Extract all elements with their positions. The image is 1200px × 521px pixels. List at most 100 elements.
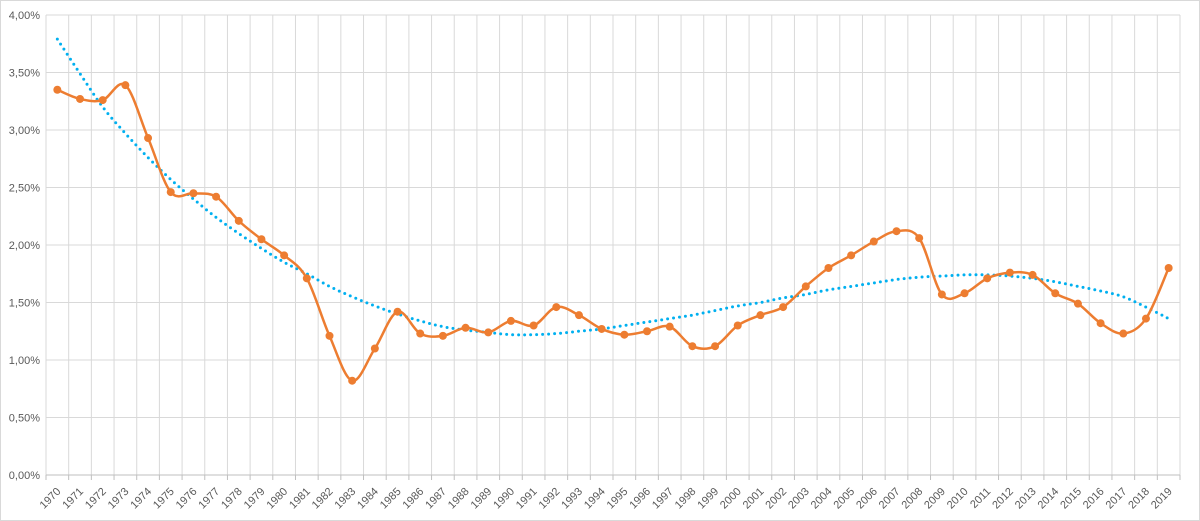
x-tick-label: 2017: [1104, 486, 1130, 512]
x-tick-label: 2000: [718, 486, 744, 512]
data-point: [189, 189, 198, 198]
x-tick-label: 1978: [219, 486, 245, 512]
x-tick-label: 1994: [582, 486, 608, 512]
data-point: [166, 188, 175, 197]
x-tick-label: 2016: [1081, 486, 1107, 512]
x-tick-label: 2008: [900, 486, 926, 512]
data-point: [892, 227, 901, 236]
x-tick-label: 1991: [514, 486, 540, 512]
data-point: [76, 94, 85, 103]
data-point: [574, 311, 583, 320]
x-tick-label: 2011: [968, 486, 993, 511]
x-tick-label: 1977: [196, 486, 222, 512]
x-tick-label: 1972: [83, 486, 109, 512]
x-tick-label: 2010: [945, 486, 971, 512]
data-point: [484, 328, 493, 337]
x-tick-label: 2006: [854, 486, 880, 512]
x-tick-label: 2004: [809, 486, 835, 512]
data-point: [1051, 289, 1060, 298]
data-point: [643, 327, 652, 336]
data-point: [824, 264, 833, 272]
x-tick-label: 1987: [423, 486, 449, 512]
x-tick-label: 1989: [469, 486, 495, 512]
data-point: [620, 330, 629, 339]
data-point: [348, 376, 357, 385]
data-point: [688, 342, 697, 351]
data-point: [756, 311, 765, 320]
data-point: [915, 234, 924, 243]
y-tick-label: 4,00%: [9, 10, 40, 22]
y-tick-label: 3,00%: [9, 125, 40, 137]
y-tick-label: 3,50%: [9, 68, 40, 80]
data-point: [121, 81, 130, 90]
x-tick-label: 1980: [264, 486, 290, 512]
x-tick-label: 1992: [537, 486, 563, 512]
x-tick-label: 1988: [446, 486, 472, 512]
data-point: [733, 321, 742, 330]
y-tick-label: 2,00%: [9, 240, 40, 252]
y-tick-label: 0,00%: [9, 470, 40, 482]
x-tick-label: 1983: [333, 486, 359, 512]
x-tick-label: 2009: [922, 486, 948, 512]
y-tick-label: 1,50%: [9, 298, 40, 310]
data-point: [506, 316, 515, 325]
trendline: [55, 37, 1171, 337]
x-tick-label: 2014: [1036, 486, 1062, 512]
data-point: [711, 342, 720, 351]
x-tick-label: 2012: [990, 486, 1016, 512]
axes: [45, 474, 1181, 480]
data-point: [98, 96, 107, 105]
data-point: [393, 307, 402, 316]
data-point: [144, 134, 153, 143]
x-tick-label: 1974: [128, 486, 154, 512]
data-point: [937, 290, 946, 299]
data-point: [53, 85, 62, 94]
data-point: [1005, 268, 1014, 277]
x-tick-label: 1971: [60, 486, 86, 512]
data-point: [597, 324, 606, 333]
y-tick-label: 0,50%: [9, 413, 40, 425]
x-tick-label: 1997: [650, 486, 676, 512]
data-point: [280, 251, 289, 260]
data-point: [847, 251, 856, 260]
data-point: [869, 237, 878, 246]
data-point: [257, 235, 266, 244]
data-point: [779, 303, 788, 312]
x-tick-label: 2001: [741, 486, 767, 512]
x-tick-label: 1998: [673, 486, 699, 512]
x-tick-label: 1976: [174, 486, 200, 512]
data-point: [1073, 299, 1082, 308]
tick-labels: 0,00% 0,50% 1,00% 1,50% 2,00% 2,50% 3,00% 3,50%…: [9, 10, 1175, 511]
data-point: [1096, 319, 1105, 328]
data-point: [234, 216, 243, 225]
x-tick-label: 2007: [877, 486, 903, 512]
x-tick-label: 1996: [627, 486, 653, 512]
data-point: [1164, 264, 1173, 272]
data-point: [1141, 314, 1150, 323]
x-tick-label: 1970: [38, 486, 64, 512]
x-tick-label: 1984: [355, 486, 381, 512]
data-point: [212, 192, 221, 201]
x-tick-label: 1981: [287, 486, 313, 512]
y-tick-label: 2,50%: [9, 183, 40, 195]
trendline-layer: [55, 37, 1171, 337]
data-point: [461, 323, 470, 332]
x-tick-label: 2018: [1126, 486, 1152, 512]
series-layer: [53, 81, 1173, 385]
data-point: [1119, 329, 1128, 338]
x-tick-label: 1986: [401, 486, 427, 512]
x-tick-label: 1985: [378, 486, 404, 512]
data-point: [552, 303, 561, 312]
x-tick-label: 2013: [1013, 486, 1039, 512]
data-point: [370, 344, 379, 353]
data-point: [529, 321, 538, 330]
x-tick-label: 2019: [1149, 486, 1175, 512]
y-tick-label: 1,00%: [9, 355, 40, 367]
gridlines: [45, 14, 1181, 475]
x-tick-label: 1993: [559, 486, 585, 512]
x-tick-label: 2003: [786, 486, 812, 512]
x-tick-label: 1990: [491, 486, 517, 512]
x-tick-label: 1995: [605, 486, 631, 512]
